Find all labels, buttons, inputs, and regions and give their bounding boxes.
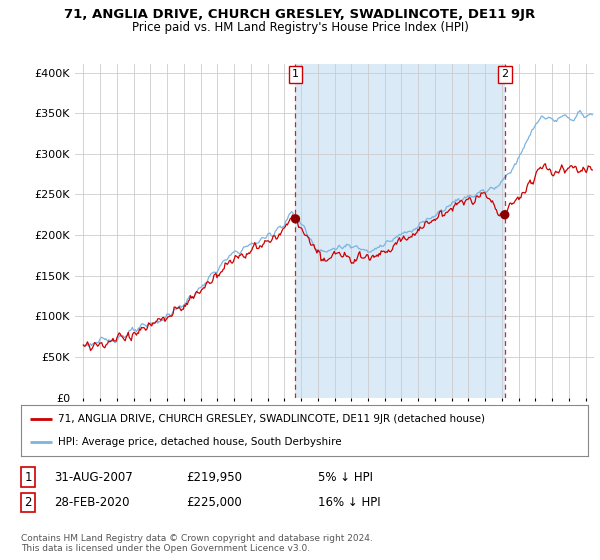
Text: 1: 1 — [25, 470, 32, 484]
Bar — [295, 64, 505, 398]
Text: 16% ↓ HPI: 16% ↓ HPI — [318, 496, 380, 509]
Text: 2: 2 — [25, 496, 32, 509]
Text: 28-FEB-2020: 28-FEB-2020 — [54, 496, 130, 509]
Text: 5% ↓ HPI: 5% ↓ HPI — [318, 470, 373, 484]
Text: 71, ANGLIA DRIVE, CHURCH GRESLEY, SWADLINCOTE, DE11 9JR (detached house): 71, ANGLIA DRIVE, CHURCH GRESLEY, SWADLI… — [58, 414, 485, 424]
Text: £225,000: £225,000 — [186, 496, 242, 509]
Text: Contains HM Land Registry data © Crown copyright and database right 2024.
This d: Contains HM Land Registry data © Crown c… — [21, 534, 373, 553]
Point — [290, 214, 300, 223]
Text: 31-AUG-2007: 31-AUG-2007 — [54, 470, 133, 484]
Text: 1: 1 — [292, 69, 299, 80]
Text: 71, ANGLIA DRIVE, CHURCH GRESLEY, SWADLINCOTE, DE11 9JR: 71, ANGLIA DRIVE, CHURCH GRESLEY, SWADLI… — [64, 8, 536, 21]
Text: HPI: Average price, detached house, South Derbyshire: HPI: Average price, detached house, Sout… — [58, 437, 341, 447]
Point — [500, 210, 509, 219]
Text: Price paid vs. HM Land Registry's House Price Index (HPI): Price paid vs. HM Land Registry's House … — [131, 21, 469, 34]
Text: £219,950: £219,950 — [186, 470, 242, 484]
Text: 2: 2 — [501, 69, 508, 80]
